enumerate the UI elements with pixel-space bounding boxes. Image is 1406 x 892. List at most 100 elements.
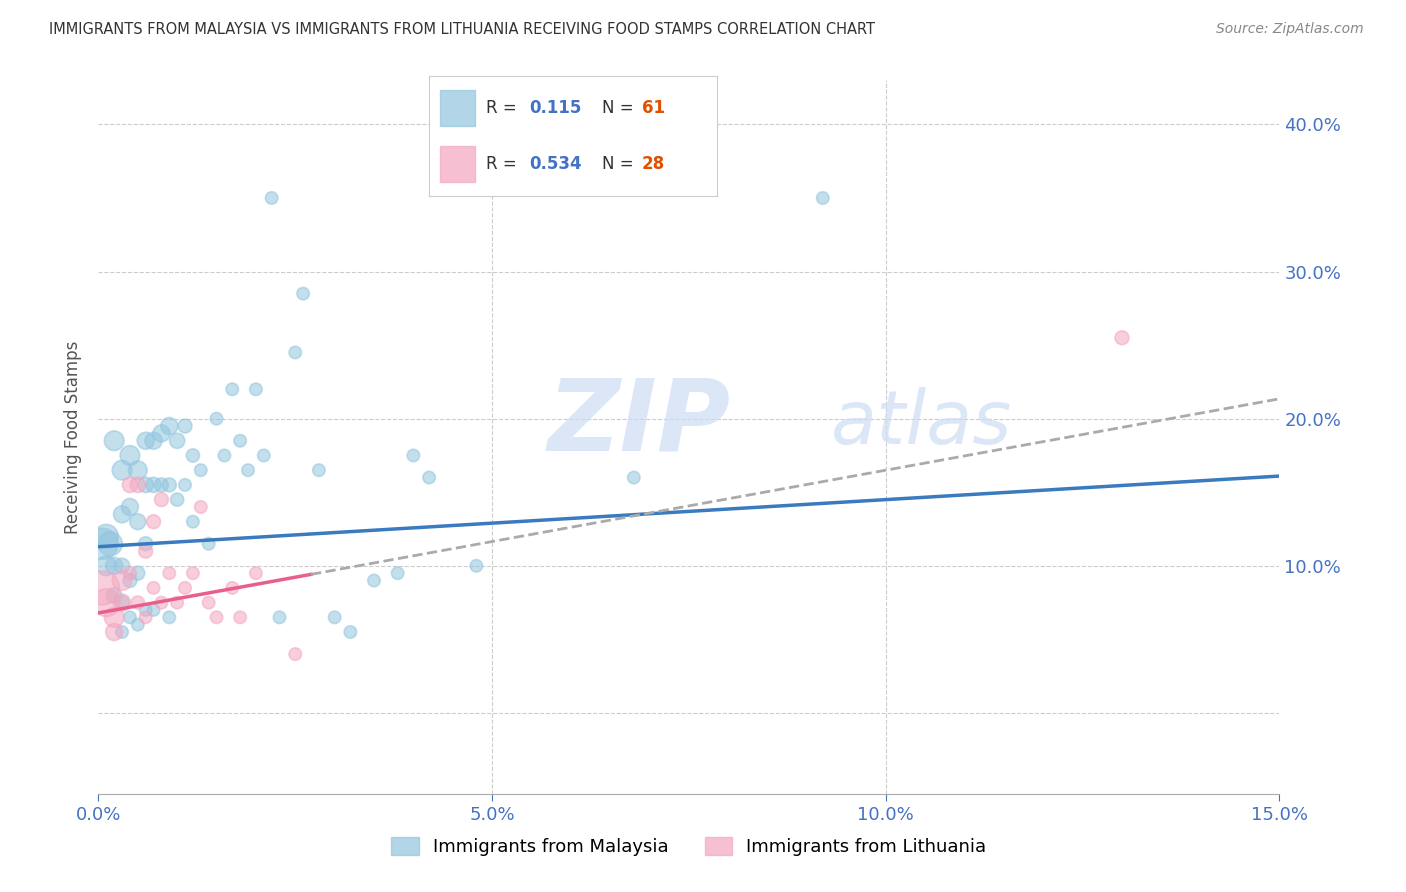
Point	[229, 610, 252, 624]
Point	[229, 434, 252, 448]
Point	[197, 537, 219, 551]
Point	[135, 603, 157, 617]
Point	[118, 574, 141, 588]
Point	[127, 515, 149, 529]
Point	[205, 610, 228, 624]
Point	[269, 610, 291, 624]
Point	[190, 463, 212, 477]
Point	[118, 566, 141, 581]
Point	[142, 603, 165, 617]
Point	[118, 500, 141, 514]
Point	[465, 558, 488, 573]
Point	[260, 191, 283, 205]
Point	[111, 463, 134, 477]
Point	[96, 529, 118, 543]
Y-axis label: Receiving Food Stamps: Receiving Food Stamps	[65, 341, 83, 533]
Point	[103, 434, 125, 448]
Point	[157, 419, 180, 434]
Point	[135, 544, 157, 558]
FancyBboxPatch shape	[440, 145, 475, 182]
Point	[166, 434, 188, 448]
Text: R =: R =	[486, 154, 523, 173]
Text: IMMIGRANTS FROM MALAYSIA VS IMMIGRANTS FROM LITHUANIA RECEIVING FOOD STAMPS CORR: IMMIGRANTS FROM MALAYSIA VS IMMIGRANTS F…	[49, 22, 875, 37]
Point	[111, 508, 134, 522]
Point	[221, 382, 243, 396]
Point	[103, 558, 125, 573]
Point	[181, 515, 204, 529]
Point	[363, 574, 385, 588]
Point	[623, 470, 645, 484]
Point	[418, 470, 440, 484]
Point	[103, 625, 125, 640]
Text: N =: N =	[602, 154, 638, 173]
Point	[245, 382, 267, 396]
Point	[96, 558, 118, 573]
Point	[245, 566, 267, 581]
Point	[91, 581, 114, 595]
Point	[98, 537, 121, 551]
Point	[118, 610, 141, 624]
Text: atlas: atlas	[831, 387, 1012, 458]
Point	[181, 449, 204, 463]
Point	[127, 617, 149, 632]
Point	[142, 434, 165, 448]
Point	[135, 478, 157, 492]
Point	[221, 581, 243, 595]
Point	[118, 478, 141, 492]
Point	[214, 449, 236, 463]
Point	[308, 463, 330, 477]
Point	[127, 596, 149, 610]
Point	[339, 625, 361, 640]
Text: 0.534: 0.534	[530, 154, 582, 173]
Point	[284, 647, 307, 661]
FancyBboxPatch shape	[440, 90, 475, 127]
Point	[253, 449, 276, 463]
Point	[111, 596, 134, 610]
Point	[166, 596, 188, 610]
Point	[402, 449, 425, 463]
Point	[135, 537, 157, 551]
Text: N =: N =	[602, 99, 638, 118]
Point	[174, 419, 197, 434]
Point	[157, 478, 180, 492]
Point	[157, 610, 180, 624]
Point	[135, 434, 157, 448]
Text: Source: ZipAtlas.com: Source: ZipAtlas.com	[1216, 22, 1364, 37]
Point	[142, 515, 165, 529]
Point	[150, 492, 173, 507]
Text: 0.115: 0.115	[530, 99, 582, 118]
Point	[111, 625, 134, 640]
Point	[111, 596, 134, 610]
Point	[127, 566, 149, 581]
Text: ZIP: ZIP	[547, 375, 730, 471]
Point	[150, 426, 173, 441]
Point	[111, 574, 134, 588]
Point	[150, 596, 173, 610]
Point	[174, 478, 197, 492]
Point	[111, 558, 134, 573]
Point	[1111, 331, 1133, 345]
Point	[205, 411, 228, 425]
Point	[91, 537, 114, 551]
Point	[118, 449, 141, 463]
Point	[96, 596, 118, 610]
Text: 28: 28	[643, 154, 665, 173]
Point	[157, 566, 180, 581]
Point	[103, 610, 125, 624]
Point	[142, 478, 165, 492]
Point	[197, 596, 219, 610]
Point	[174, 581, 197, 595]
Point	[135, 610, 157, 624]
Point	[190, 500, 212, 514]
Point	[142, 581, 165, 595]
Point	[387, 566, 409, 581]
Point	[127, 478, 149, 492]
Point	[181, 566, 204, 581]
Point	[323, 610, 346, 624]
Text: 61: 61	[643, 99, 665, 118]
Point	[284, 345, 307, 359]
Point	[166, 492, 188, 507]
Point	[150, 478, 173, 492]
Point	[811, 191, 834, 205]
Point	[292, 286, 315, 301]
